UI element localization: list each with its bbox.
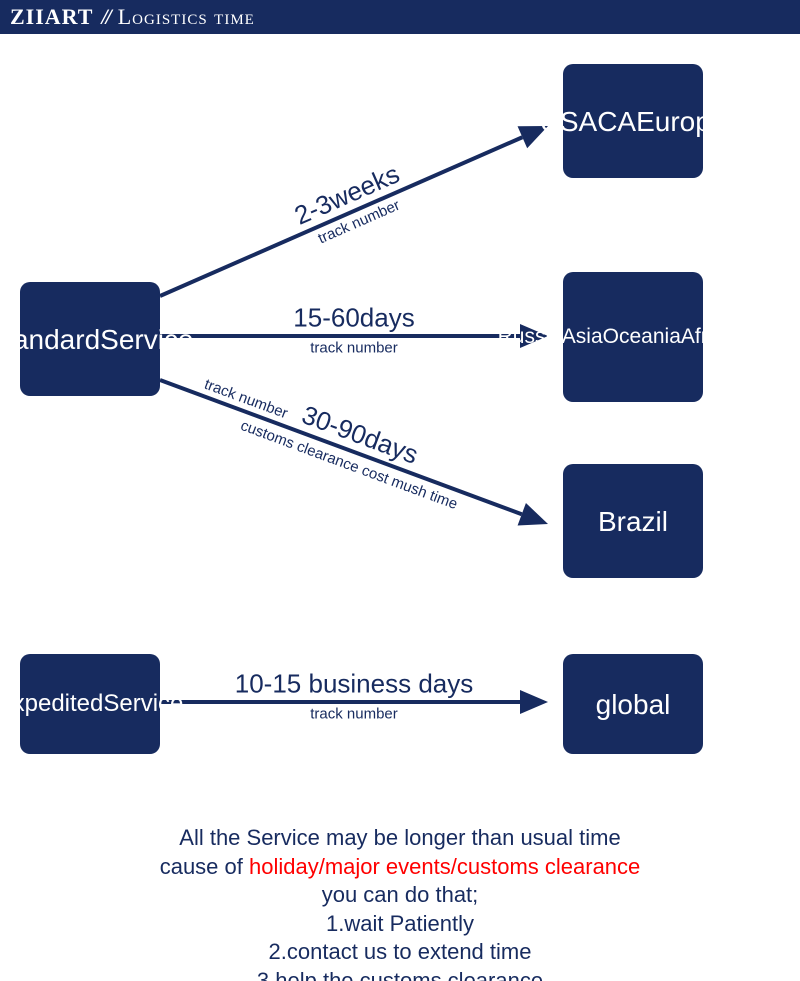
edge-line (160, 380, 522, 514)
edge-line (160, 137, 522, 296)
header-title: Logistics time (118, 4, 255, 30)
edge-primary-label: 15-60days (293, 303, 414, 334)
footer-line-2-red: holiday/major events/customs clearance (249, 854, 640, 879)
node-label-line: etc. (735, 324, 769, 350)
node-label-line: Expedited (0, 689, 103, 719)
footer-line-6: 3.help the customs clearance (257, 968, 543, 981)
node-label-line: Standard (0, 322, 100, 357)
node-label-line: USA (540, 104, 598, 139)
node-label-line: Europe (636, 104, 726, 139)
node-standard: StandardService (20, 282, 160, 396)
arrowhead-icon (518, 503, 548, 526)
node-label-line: Africa (681, 324, 735, 350)
node-usa: USACAEurope (563, 64, 703, 178)
separator-slashes: // (101, 4, 109, 30)
edge-primary-label: 10-15 business days (235, 669, 473, 700)
node-label-line: Russia (498, 324, 562, 350)
node-brazil: Brazil (563, 464, 703, 578)
node-russia: RussiaAsiaOceaniaAfricaetc. (563, 272, 703, 402)
header-bar: ZIIART // Logistics time (0, 0, 800, 34)
footer-line-4: 1.wait Patiently (326, 911, 474, 936)
node-expedited: ExpeditedService (20, 654, 160, 754)
node-label-line: Brazil (598, 504, 668, 539)
brand-text: ZIIART (10, 4, 93, 30)
node-label-line: Asia (562, 324, 603, 350)
footer-note: All the Service may be longer than usual… (0, 824, 800, 981)
node-label-line: CA (597, 104, 636, 139)
node-label-line: Oceania (603, 324, 681, 350)
node-label-line: Service (103, 689, 183, 719)
footer-line-5: 2.contact us to extend time (269, 939, 532, 964)
edge-secondary-label: track number (310, 706, 398, 723)
edge-secondary-label: track number (310, 340, 398, 357)
footer-line-3: you can do that; (322, 882, 479, 907)
footer-line-2a: cause of (160, 854, 249, 879)
node-label-line: global (596, 687, 671, 722)
diagram-canvas: All the Service may be longer than usual… (0, 34, 800, 981)
edge-secondary-label-top: track number (202, 376, 290, 422)
arrowhead-icon (520, 690, 548, 714)
node-label-line: Service (100, 322, 193, 357)
footer-line-1: All the Service may be longer than usual… (179, 825, 620, 850)
node-global: global (563, 654, 703, 754)
